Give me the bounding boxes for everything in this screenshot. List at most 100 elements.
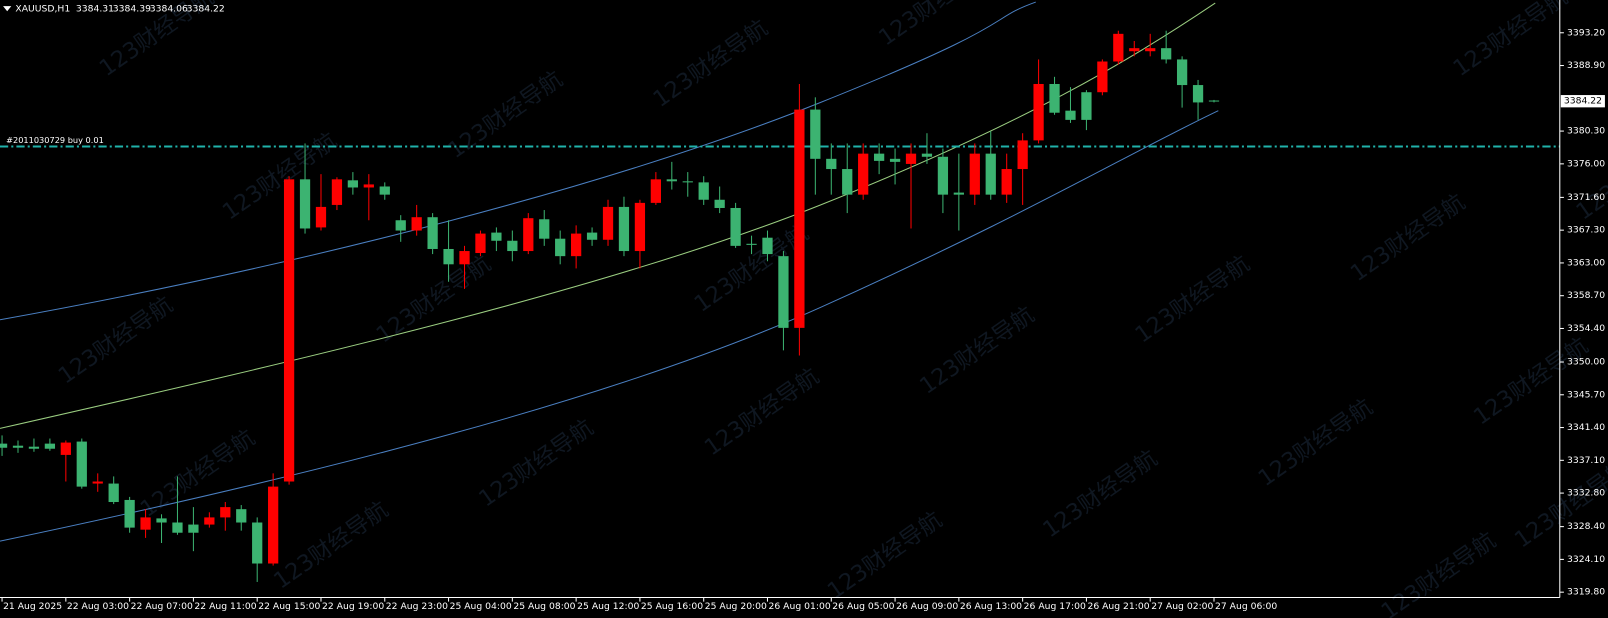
candle-body (1113, 33, 1124, 62)
header-open: 3384.31 (76, 4, 114, 15)
y-tick-label: 3324.10 (1567, 554, 1605, 565)
candle-body (714, 199, 725, 208)
x-tick-label: 26 Aug 21:00 (1087, 601, 1149, 612)
y-tick-label: 3363.00 (1567, 257, 1605, 268)
y-tick-label: 3393.20 (1567, 27, 1605, 38)
candle-body (252, 522, 263, 564)
candle-body (523, 218, 534, 252)
x-tick-label: 25 Aug 16:00 (641, 601, 703, 612)
candle-body (236, 509, 247, 523)
candle-body (459, 251, 470, 265)
y-tick-label: 3354.40 (1567, 323, 1605, 334)
price-label: 3384.22 (1564, 96, 1602, 107)
candle-body (76, 441, 87, 487)
candle-body (28, 446, 40, 449)
candle-body (331, 179, 343, 205)
x-tick-label: 25 Aug 08:00 (513, 601, 575, 612)
candle-body (698, 182, 709, 200)
candle-body (842, 169, 853, 195)
order-label: #2011030729 buy 0.01 (6, 135, 104, 145)
candle-body (1065, 110, 1076, 120)
candle-body (60, 442, 71, 455)
candle-body (1001, 169, 1012, 195)
candle-body (124, 499, 135, 528)
candle-body (315, 206, 327, 228)
y-tick-label: 3388.90 (1567, 60, 1605, 71)
candle-body (1192, 85, 1204, 103)
candle-body (618, 206, 630, 252)
y-tick-label: 3371.60 (1567, 192, 1605, 203)
candle-body (810, 109, 821, 159)
candle-body (666, 179, 677, 182)
candle-body (762, 237, 773, 255)
x-tick-label: 25 Aug 12:00 (577, 601, 639, 612)
candle-body (44, 443, 56, 449)
x-tick-label: 22 Aug 11:00 (194, 601, 256, 612)
x-tick-label: 22 Aug 19:00 (322, 601, 384, 612)
channel-upper (0, 1, 1036, 321)
x-tick-label: 25 Aug 20:00 (705, 601, 767, 612)
candle-body (1049, 83, 1060, 113)
x-tick-label: 26 Aug 09:00 (896, 601, 958, 612)
header-close: 3384.22 (187, 4, 225, 15)
candle-body (539, 219, 550, 239)
candle-body (746, 243, 757, 245)
candle-body (858, 153, 869, 195)
symbol-title: XAUUSD,H1 (15, 4, 70, 15)
candle-body (140, 517, 151, 530)
y-tick-label: 3350.00 (1567, 357, 1605, 368)
candle-body (555, 238, 566, 257)
candle-body (283, 179, 295, 482)
x-tick-label: 27 Aug 02:00 (1151, 601, 1213, 612)
candle-body (92, 481, 103, 484)
y-tick-label: 3376.00 (1567, 158, 1605, 169)
header-low: 3384.06 (150, 4, 188, 15)
candle-body (1145, 48, 1156, 52)
candle-body (937, 156, 949, 195)
candle-body (826, 158, 837, 170)
x-tick-label: 26 Aug 13:00 (960, 601, 1022, 612)
candle-body (889, 158, 901, 162)
candle-body (682, 181, 693, 183)
x-tick-label: 27 Aug 06:00 (1215, 601, 1277, 612)
candle-body (602, 206, 614, 240)
candle-body (491, 232, 502, 241)
candle-body (873, 153, 885, 161)
candle-body (730, 207, 741, 246)
candle-body (571, 233, 582, 257)
candle-body (1129, 48, 1140, 52)
candle-body (395, 220, 406, 231)
x-tick-label: 25 Aug 04:00 (450, 601, 512, 612)
x-tick-label: 26 Aug 01:00 (769, 601, 831, 612)
candle-body (1176, 59, 1188, 86)
y-tick-label: 3328.40 (1567, 521, 1605, 532)
y-tick-label: 3358.70 (1567, 290, 1605, 301)
x-tick-label: 26 Aug 17:00 (1024, 601, 1086, 612)
price-label-box (1560, 95, 1605, 108)
header-icon (3, 6, 12, 12)
x-tick-label: 22 Aug 07:00 (131, 601, 193, 612)
candle-body (347, 180, 359, 188)
candle-body (220, 507, 231, 518)
candle-body (427, 217, 438, 249)
candle-body (172, 522, 183, 533)
candle-body (1097, 61, 1108, 93)
candle-body (985, 153, 996, 195)
candle-body (794, 109, 805, 328)
x-tick-label: 26 Aug 05:00 (832, 601, 894, 612)
candle-body (1017, 140, 1028, 170)
channel-lower (0, 110, 1219, 542)
y-tick-label: 3337.10 (1567, 455, 1605, 466)
candle-body (634, 202, 646, 252)
y-tick-label: 3367.30 (1567, 225, 1605, 236)
candle-body (156, 518, 167, 523)
y-tick-label: 3345.70 (1567, 389, 1605, 400)
candle-body (0, 443, 8, 448)
candle-body (969, 153, 980, 195)
candle-body (921, 153, 933, 157)
candle-body (12, 445, 24, 448)
x-tick-label: 22 Aug 23:00 (386, 601, 448, 612)
header-high: 3384.39 (113, 4, 151, 15)
